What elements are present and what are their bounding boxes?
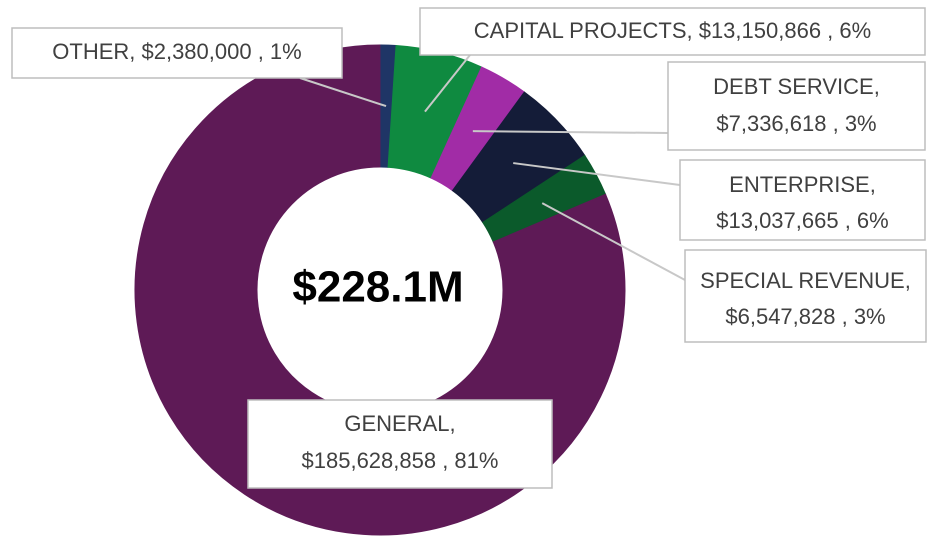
center-label: $228.1M (292, 263, 463, 312)
data-label: $6,547,828 , 3% (725, 304, 885, 329)
data-label: ENTERPRISE, (729, 172, 876, 197)
leader-line (513, 162, 681, 186)
leader-line (299, 77, 387, 108)
data-label: SPECIAL REVENUE, (700, 268, 911, 293)
label-box (11, 27, 343, 79)
data-label: $185,628,858 , 81% (302, 448, 499, 473)
data-label: CAPITAL PROJECTS, $13,150,866 , 6% (474, 18, 871, 43)
data-label: $13,037,665 , 6% (716, 208, 888, 233)
data-label: OTHER, $2,380,000 , 1% (52, 39, 301, 64)
leader-line (472, 130, 669, 134)
leader-line (541, 202, 686, 281)
label-box (419, 7, 926, 56)
label-box (667, 61, 926, 151)
label-box (684, 249, 927, 343)
data-label: $7,336,618 , 3% (716, 111, 876, 136)
leader-line (424, 54, 471, 113)
data-label: GENERAL, (344, 411, 455, 436)
data-label: DEBT SERVICE, (713, 74, 880, 99)
label-box (679, 159, 926, 241)
label-box (247, 399, 553, 489)
